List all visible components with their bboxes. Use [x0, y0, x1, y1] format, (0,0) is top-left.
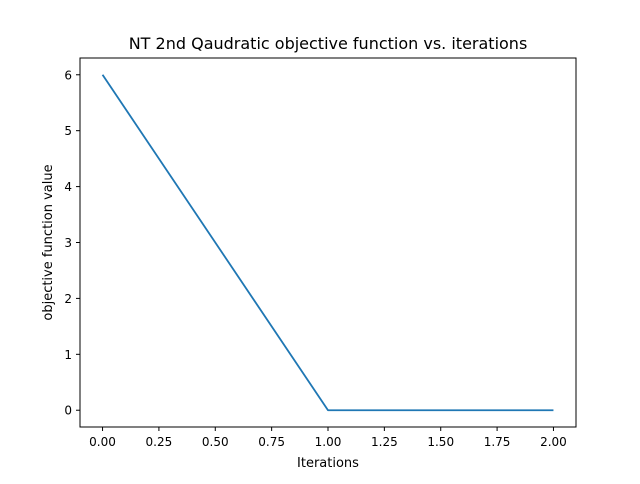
plot-frame	[79, 57, 577, 428]
x-tick-label: 1.00	[315, 435, 342, 449]
y-tick-label: 2	[64, 292, 72, 306]
ticks-layer: 0.00 0.25 0.50 0.75 1.00 1.25 1.50 1.75 2.00 0 1 2 3…	[64, 68, 566, 449]
y-tick-label: 6	[64, 68, 72, 82]
x-tick-label: 0.00	[89, 435, 116, 449]
y-tick-label: 0	[64, 404, 72, 418]
x-tick-label: 2.00	[540, 435, 567, 449]
y-tick-label: 4	[64, 180, 72, 194]
x-tick-label: 0.25	[146, 435, 173, 449]
y-axis-label: objective function value	[41, 164, 56, 320]
chart-title: NT 2nd Qaudratic objective function vs. …	[129, 34, 528, 53]
x-tick-label: 1.75	[484, 435, 511, 449]
series-line	[101, 74, 554, 412]
x-axis-label: Iterations	[297, 456, 359, 471]
y-tick-label: 5	[64, 124, 72, 138]
x-tick-label: 1.50	[427, 435, 454, 449]
y-tick-label: 3	[64, 236, 72, 250]
series-layer	[101, 74, 554, 412]
x-tick-label: 1.25	[371, 435, 398, 449]
y-tick-label: 1	[64, 348, 72, 362]
x-tick-label: 0.50	[202, 435, 229, 449]
x-tick-label: 0.75	[258, 435, 285, 449]
